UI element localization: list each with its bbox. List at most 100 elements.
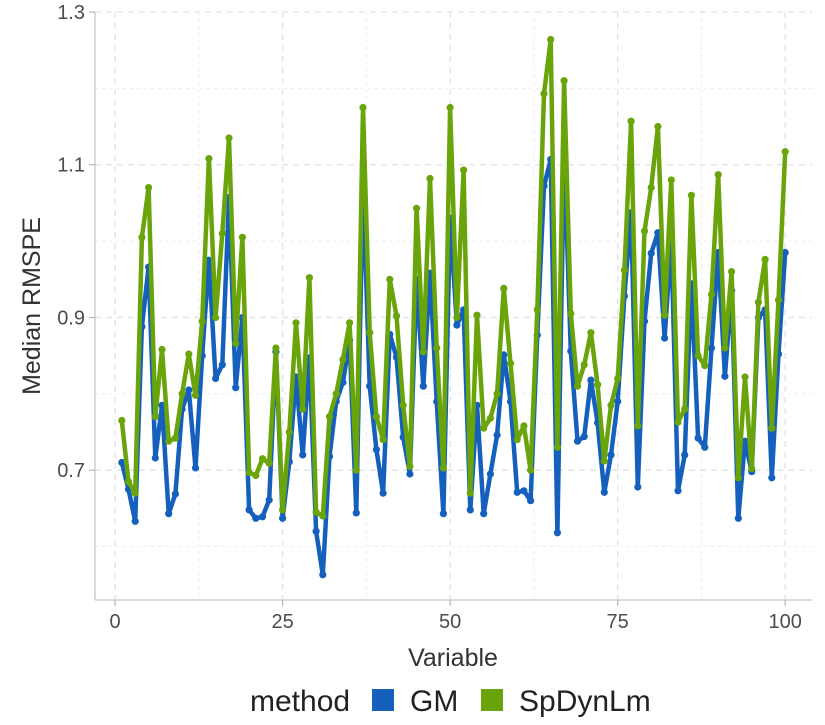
data-point-gm [587,376,595,384]
plot-area [118,35,789,579]
data-point-spdynlm [225,134,233,142]
data-point-spdynlm [305,274,313,282]
data-point-spdynlm [748,465,756,473]
data-point-gm [319,571,327,579]
data-point-gm [205,256,213,264]
data-point-spdynlm [245,468,253,477]
data-point-gm [493,431,501,439]
y-axis-title: Median RMSPE [18,217,46,395]
data-point-spdynlm [312,508,320,516]
data-point-spdynlm [600,457,608,465]
data-point-spdynlm [158,345,166,354]
legend-label-gm: GM [410,685,458,718]
data-point-gm [151,454,159,462]
data-point-spdynlm [781,148,789,156]
data-point-spdynlm [567,310,575,318]
data-point-gm [339,378,347,386]
data-point-gm [734,514,742,522]
series-spdynlm [118,35,789,520]
data-point-spdynlm [647,184,655,192]
data-point-spdynlm [587,329,595,337]
data-point-gm [372,446,380,454]
data-point-gm [500,351,508,359]
data-point-gm [406,470,414,478]
data-point-gm [694,434,702,442]
data-point-spdynlm [232,339,240,347]
data-point-gm [607,451,615,459]
data-point-spdynlm [292,319,300,327]
data-point-spdynlm [131,489,139,497]
data-point-spdynlm [205,155,213,163]
data-point-gm [600,488,608,496]
data-point-spdynlm [366,329,374,337]
data-point-spdynlm [580,361,588,369]
legend: method GM SpDynLm [250,685,651,718]
data-point-spdynlm [165,437,173,445]
data-point-spdynlm [453,313,461,322]
data-point-spdynlm [124,478,133,486]
data-point-gm [118,458,126,467]
y-tick-label: 1.1 [57,155,85,177]
data-point-gm [312,527,320,535]
data-point-gm [439,510,447,518]
data-point-spdynlm [540,90,548,98]
data-point-spdynlm [774,296,783,304]
data-point-spdynlm [339,355,347,364]
data-point-gm [741,437,749,445]
data-point-spdynlm [520,422,528,430]
data-point-spdynlm [406,462,414,470]
data-point-spdynlm [614,374,622,383]
data-point-spdynlm [426,174,434,183]
data-point-spdynlm [399,401,407,409]
data-point-spdynlm [714,171,722,179]
data-point-gm [634,483,642,491]
data-point-spdynlm [265,459,273,467]
legend-title: method [250,685,350,718]
data-point-gm [352,509,360,517]
y-tick-label: 0.7 [57,460,85,482]
data-point-spdynlm [667,176,675,184]
data-point-spdynlm [178,390,186,398]
data-point-gm [453,321,461,329]
data-point-gm [661,334,669,342]
data-point-spdynlm [707,290,716,299]
data-point-spdynlm [279,506,287,514]
data-point-spdynlm [687,191,696,199]
data-point-gm [191,464,200,472]
data-point-spdynlm [768,424,776,432]
data-point-spdynlm [761,255,769,263]
data-point-spdynlm [573,382,582,390]
data-point-spdynlm [319,512,327,520]
y-tick-label: 1.3 [57,2,85,24]
y-tick-label: 0.9 [57,307,85,329]
axes [94,12,812,601]
data-point-gm [185,386,193,394]
legend-key-spdynlm [481,689,503,711]
data-point-gm [419,382,427,390]
data-point-spdynlm [506,359,515,367]
data-point-gm [527,497,535,505]
data-point-spdynlm [634,422,642,430]
x-tick-label: 25 [272,611,294,633]
data-point-spdynlm [500,284,508,292]
data-point-spdynlm [513,436,521,444]
data-point-gm [701,443,709,451]
data-point-spdynlm [728,268,736,276]
data-point-spdynlm [332,390,340,398]
data-point-spdynlm [238,233,246,241]
data-point-gm [299,451,307,459]
data-point-gm [573,437,582,445]
x-tick-label: 0 [110,611,121,633]
data-point-spdynlm [466,489,474,497]
data-point-gm [245,506,253,514]
data-point-gm [580,433,588,441]
data-point-spdynlm [191,391,200,399]
data-point-spdynlm [594,381,602,389]
x-tick-label: 50 [439,611,461,633]
x-tick-label: 100 [769,611,802,633]
data-point-spdynlm [346,319,354,327]
data-point-spdynlm [527,466,535,474]
data-point-spdynlm [486,414,494,422]
data-point-gm [379,489,387,497]
data-point-spdynlm [741,373,749,381]
